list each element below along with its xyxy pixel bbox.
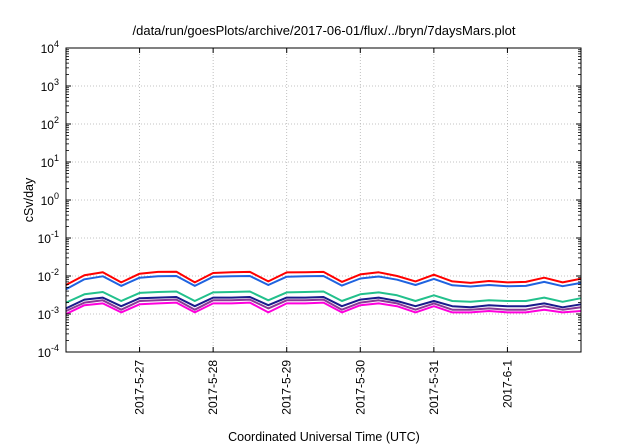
y-ticks: 10-4 10-3 10-2 10-1 100 101 102 103 104 (38, 39, 581, 360)
y-tick-label: 100 (41, 191, 59, 208)
series-group (65, 270, 582, 315)
series-line-6 (65, 301, 582, 315)
x-tick-label: 2017-5-29 (280, 360, 294, 415)
series-line-2 (65, 275, 582, 291)
series-line-1 (65, 270, 582, 286)
x-tick-label: 2017-6-1 (500, 360, 514, 408)
x-ticks: 2017-5-27 2017-5-28 2017-5-29 2017-5-30 2017… (133, 48, 514, 415)
y-tick-label: 101 (41, 153, 59, 170)
chart-title: /data/run/goesPlots/archive/2017-06-01/f… (133, 23, 516, 38)
y-axis-label: cSv/day (22, 177, 36, 222)
y-tick-label: 10-3 (38, 305, 59, 322)
x-tick-label: 2017-5-28 (206, 360, 220, 415)
x-axis-label: Coordinated Universal Time (UTC) (228, 430, 420, 444)
x-tick-label: 2017-5-31 (427, 360, 441, 415)
y-tick-label: 10-1 (38, 229, 59, 246)
series-line-4 (65, 296, 582, 310)
y-tick-label: 10-2 (38, 267, 59, 284)
x-tick-label: 2017-5-30 (353, 360, 367, 415)
y-tick-label: 102 (41, 115, 59, 132)
grid (66, 48, 581, 352)
x-tick-label: 2017-5-27 (133, 360, 147, 415)
series-line-5 (65, 298, 582, 312)
y-tick-label: 104 (41, 39, 59, 56)
y-tick-label: 103 (41, 77, 59, 94)
y-tick-label: 10-4 (38, 343, 59, 360)
series-line-3 (65, 290, 582, 304)
